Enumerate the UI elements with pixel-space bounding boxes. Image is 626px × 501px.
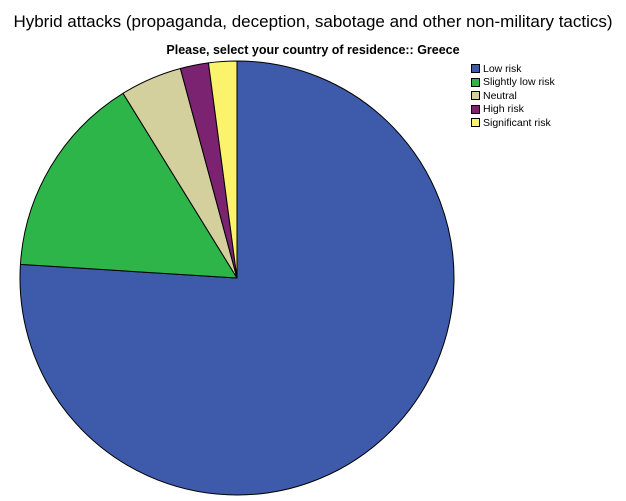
- pie-slice-significant-risk: [207, 60, 238, 279]
- legend-swatch-high-risk: [471, 104, 480, 114]
- legend-item-significant-risk: Significant risk: [471, 116, 555, 130]
- legend-item-slightly-low-risk: Slightly low risk: [471, 76, 555, 90]
- legend-item-high-risk: High risk: [471, 103, 555, 117]
- pie-slice-slightly-low-risk: [19, 92, 238, 279]
- chart-title: Hybrid attacks (propaganda, deception, s…: [13, 12, 613, 31]
- legend: Low risk Slightly low risk Neutral High …: [471, 62, 555, 130]
- legend-label-slightly-low-risk: Slightly low risk: [483, 76, 555, 89]
- legend-item-low-risk: Low risk: [471, 62, 555, 76]
- legend-label-low-risk: Low risk: [483, 62, 522, 75]
- legend-swatch-neutral: [471, 91, 480, 101]
- legend-swatch-slightly-low-risk: [471, 77, 480, 87]
- legend-label-significant-risk: Significant risk: [483, 116, 551, 129]
- legend-item-neutral: Neutral: [471, 89, 555, 103]
- chart-subtitle: Please, select your country of residence…: [166, 43, 460, 57]
- legend-label-high-risk: High risk: [483, 103, 524, 116]
- pie-slices: [19, 60, 455, 496]
- legend-swatch-low-risk: [471, 64, 480, 74]
- legend-swatch-significant-risk: [471, 118, 480, 128]
- legend-label-neutral: Neutral: [483, 89, 517, 102]
